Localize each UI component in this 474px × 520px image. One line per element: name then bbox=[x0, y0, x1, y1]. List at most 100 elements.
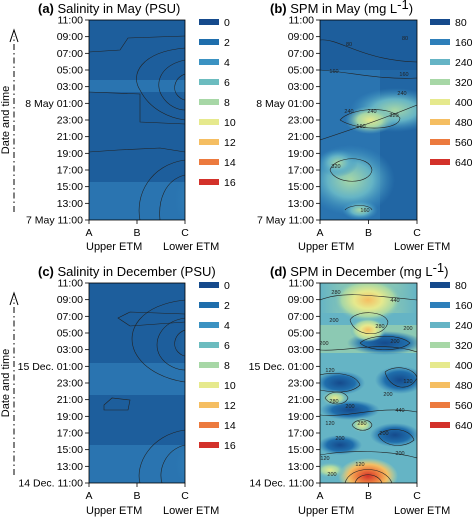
y-tick-label-d-9: 05:00 bbox=[288, 328, 314, 340]
legend-label-d-1: 160 bbox=[455, 300, 473, 312]
chart-marks: 7 May 11:00 13:00 15:00 17:00 19:00 21:00 23:0… bbox=[18, 15, 473, 503]
legend-swatch-a-7 bbox=[199, 159, 219, 165]
y-tick-label-c-5: 21:00 bbox=[57, 394, 83, 406]
contour-label-d-14: 280 bbox=[357, 421, 366, 427]
y-tick-label-c-7: 15 Dec. 01:00 bbox=[18, 361, 84, 373]
y-tick-label-a-5: 21:00 bbox=[57, 131, 83, 143]
legend-swatch-b-3 bbox=[430, 79, 450, 85]
y-tick-label-c-2: 15:00 bbox=[57, 444, 83, 456]
contour-label-d-13: 120 bbox=[325, 421, 334, 427]
field-d bbox=[320, 283, 417, 483]
legend-swatch-b-0 bbox=[430, 19, 450, 25]
y-tick-label-a-8: 03:00 bbox=[57, 81, 83, 93]
y-tick-label-c-11: 09:00 bbox=[57, 294, 83, 306]
legend-label-a-8: 16 bbox=[224, 177, 236, 189]
title-c-text: Salinity in December (PSU) bbox=[58, 264, 216, 279]
legend-label-d-0: 80 bbox=[455, 280, 467, 292]
y-tick-label-a-2: 15:00 bbox=[57, 181, 83, 193]
legend-swatch-c-6 bbox=[199, 402, 219, 408]
y-tick-label-d-0: 14 Dec. 11:00 bbox=[249, 478, 314, 490]
legend-swatch-c-4 bbox=[199, 362, 219, 368]
legend-label-c-2: 4 bbox=[224, 320, 230, 332]
contour-label-d-20: 200 bbox=[327, 472, 336, 478]
legend-label-a-4: 8 bbox=[224, 97, 230, 109]
legend-label-b-4: 400 bbox=[455, 97, 473, 109]
panel-d-tag: (d) bbox=[270, 264, 287, 279]
y-axis-arrow-top bbox=[9, 28, 19, 212]
legend-label-a-5: 10 bbox=[224, 117, 236, 129]
x-tick-label-b-2: C bbox=[413, 227, 421, 239]
legend-label-c-0: 0 bbox=[224, 280, 230, 292]
y-tick-label-d-4: 19:00 bbox=[288, 411, 314, 423]
y-tick-label-d-3: 17:00 bbox=[288, 428, 314, 440]
y-tick-label-b-7: 8 May 01:00 bbox=[256, 98, 314, 110]
contour-label-b-5: 240 bbox=[367, 109, 376, 115]
legend-label-a-0: 0 bbox=[224, 17, 230, 29]
y-tick-label-d-5: 21:00 bbox=[288, 394, 314, 406]
x-tick-label-b-1: B bbox=[365, 227, 372, 239]
y-tick-label-d-2: 15:00 bbox=[288, 444, 314, 456]
y-axis-label-bottom: Date and time bbox=[0, 349, 12, 417]
contour-label-d-18: 120 bbox=[355, 462, 364, 468]
legend-swatch-a-6 bbox=[199, 139, 219, 145]
y-tick-label-d-12: 11:00 bbox=[289, 278, 315, 290]
legend-label-c-6: 12 bbox=[224, 400, 236, 412]
axis-end-right-d: Lower ETM bbox=[394, 505, 450, 517]
y-tick-label-b-4: 19:00 bbox=[288, 148, 314, 160]
field-c bbox=[89, 283, 185, 483]
legend-swatch-a-3 bbox=[199, 79, 219, 85]
x-tick-label-c-2: C bbox=[181, 490, 189, 502]
legend-label-a-1: 2 bbox=[224, 37, 230, 49]
y-tick-label-b-5: 21:00 bbox=[288, 131, 314, 143]
contour-label-b-8: 160 bbox=[356, 124, 365, 130]
y-tick-label-b-12: 11:00 bbox=[289, 15, 315, 27]
axis-end-left-b: Upper ETM bbox=[298, 241, 354, 253]
contour-label-d-2: 200 bbox=[329, 318, 338, 324]
contour-label-d-12: 440 bbox=[395, 408, 404, 414]
legend-swatch-a-0 bbox=[199, 19, 219, 25]
contour-label-d-9: 200 bbox=[383, 392, 392, 398]
axis-end-right-a: Lower ETM bbox=[163, 241, 219, 253]
x-tick-label-c-0: A bbox=[85, 490, 92, 502]
x-tick-label-b-0: A bbox=[316, 227, 323, 239]
title-b-end: ) bbox=[409, 1, 413, 16]
legend-label-d-5: 480 bbox=[455, 380, 473, 392]
contour-label-d-8: 120 bbox=[403, 379, 412, 385]
legend-label-d-6: 560 bbox=[455, 400, 473, 412]
legend-label-a-7: 14 bbox=[224, 157, 236, 169]
y-tick-label-a-1: 13:00 bbox=[57, 198, 83, 210]
contour-label-d-11: 200 bbox=[345, 404, 354, 410]
y-tick-label-d-7: 15 Dec. 01:00 bbox=[249, 361, 315, 373]
y-tick-label-c-8: 03:00 bbox=[57, 344, 83, 356]
y-tick-label-a-12: 11:00 bbox=[58, 15, 84, 27]
title-d-end: ) bbox=[444, 264, 448, 279]
y-tick-label-d-6: 23:00 bbox=[288, 378, 314, 390]
title-d-text: SPM in December (mg L bbox=[290, 264, 432, 279]
legend-swatch-c-1 bbox=[199, 302, 219, 308]
contour-label-d-19: 200 bbox=[395, 451, 404, 457]
legend-swatch-a-8 bbox=[199, 179, 219, 185]
legend-swatch-d-6 bbox=[430, 402, 450, 408]
title-a-text: Salinity in May (PSU) bbox=[58, 1, 181, 16]
title-d-sup: -1 bbox=[433, 260, 445, 275]
y-tick-label-c-9: 05:00 bbox=[57, 328, 83, 340]
legend-swatch-a-2 bbox=[199, 59, 219, 65]
contour-label-d-1: 440 bbox=[390, 298, 399, 304]
legend-swatch-d-4 bbox=[430, 362, 450, 368]
legend-swatch-b-5 bbox=[430, 119, 450, 125]
title-d: (d) SPM in December (mg L-1) bbox=[270, 260, 448, 279]
legend-label-a-3: 6 bbox=[224, 77, 230, 89]
x-tick-label-c-1: B bbox=[133, 490, 140, 502]
legend-label-d-4: 400 bbox=[455, 360, 473, 372]
y-tick-label-d-1: 13:00 bbox=[288, 461, 314, 473]
contour-label-d-10: 280 bbox=[329, 399, 338, 405]
y-tick-label-a-10: 07:00 bbox=[57, 48, 83, 60]
legend-label-c-5: 10 bbox=[224, 380, 236, 392]
legend-label-c-4: 8 bbox=[224, 360, 230, 372]
title-b: (b) SPM in May (mg L-1) bbox=[270, 0, 413, 16]
title-c: (c) Salinity in December (PSU) bbox=[38, 264, 216, 279]
field-a bbox=[89, 20, 185, 220]
y-tick-label-c-0: 14 Dec. 11:00 bbox=[18, 478, 83, 490]
legend-swatch-d-1 bbox=[430, 302, 450, 308]
contour-label-b-9: 240 bbox=[397, 91, 406, 97]
